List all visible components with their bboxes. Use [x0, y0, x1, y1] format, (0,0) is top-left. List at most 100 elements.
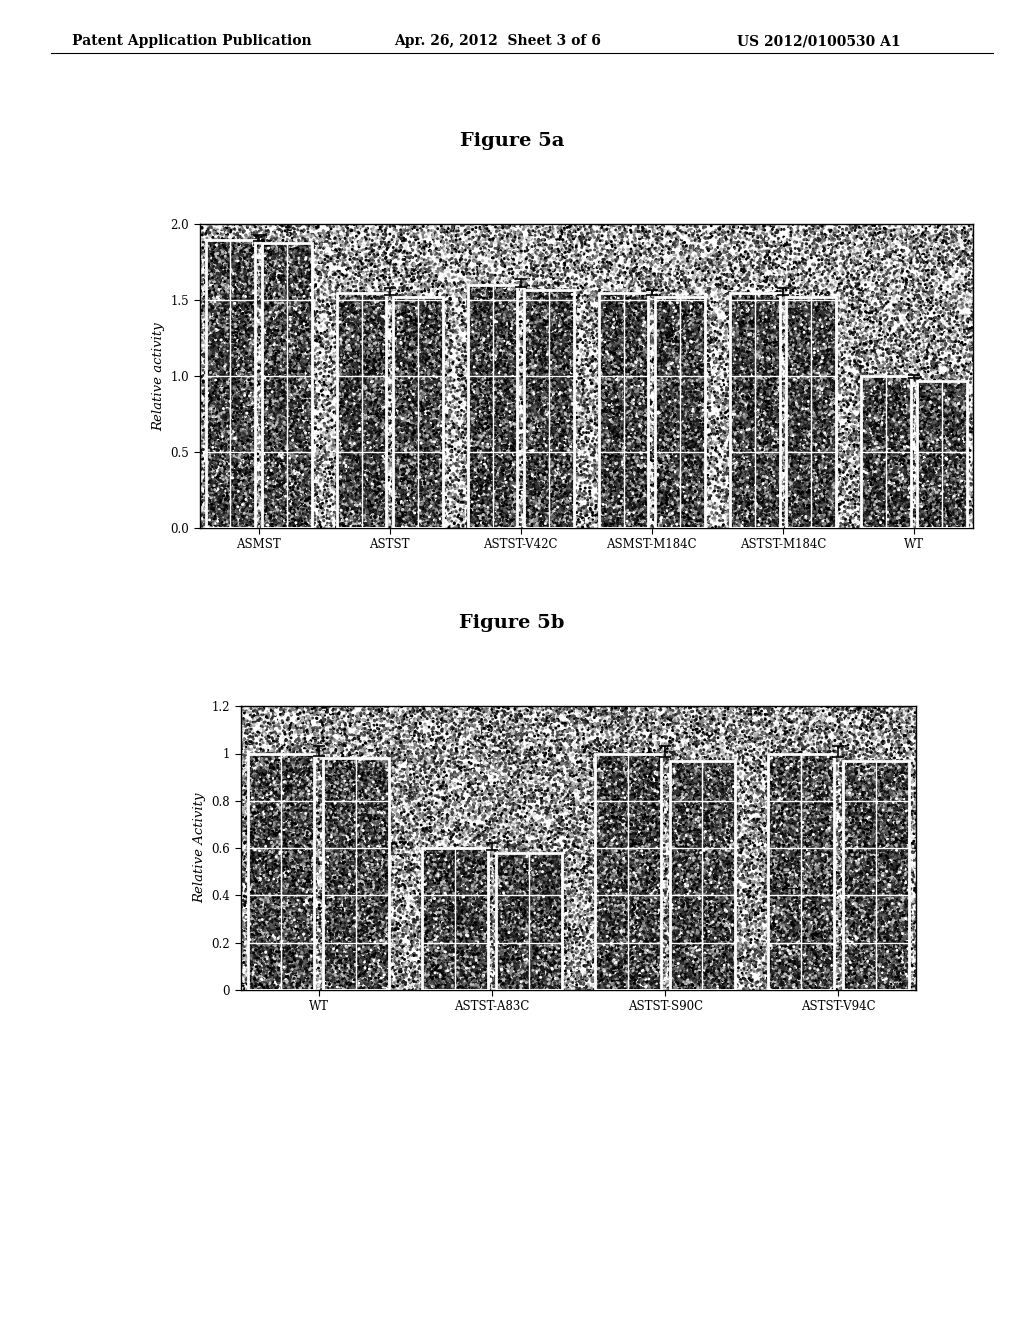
- Point: [272, 330, 289, 351]
- Point: [561, 498, 578, 519]
- Point: [649, 330, 666, 351]
- Point: [427, 965, 443, 986]
- Point: [382, 491, 398, 512]
- Point: [867, 896, 884, 917]
- Point: [392, 824, 409, 845]
- Point: [558, 899, 574, 920]
- Point: [866, 952, 883, 973]
- Point: [769, 483, 785, 504]
- Point: [602, 508, 618, 529]
- Point: [715, 760, 731, 781]
- Point: [879, 420, 895, 441]
- Point: [775, 255, 792, 276]
- Point: [804, 512, 820, 533]
- Point: [768, 479, 784, 500]
- Point: [410, 366, 426, 387]
- Point: [666, 331, 682, 352]
- Point: [411, 420, 427, 441]
- Point: [416, 756, 432, 777]
- Point: [546, 333, 562, 354]
- Point: [509, 936, 525, 957]
- Point: [618, 894, 635, 915]
- Point: [431, 917, 447, 939]
- Point: [492, 913, 508, 935]
- Point: [813, 223, 829, 244]
- Point: [516, 399, 532, 420]
- Point: [764, 470, 780, 491]
- Point: [957, 495, 974, 516]
- Point: [807, 412, 823, 433]
- Point: [401, 319, 418, 341]
- Point: [349, 461, 366, 482]
- Point: [901, 853, 918, 874]
- Point: [713, 767, 729, 788]
- Point: [746, 284, 763, 305]
- Point: [326, 888, 342, 909]
- Point: [759, 492, 775, 513]
- Point: [343, 863, 359, 884]
- Point: [912, 793, 929, 814]
- Point: [869, 961, 886, 982]
- Point: [612, 511, 629, 532]
- Point: [346, 876, 362, 898]
- Point: [259, 894, 275, 915]
- Point: [492, 465, 508, 486]
- Point: [612, 454, 629, 475]
- Point: [611, 741, 628, 762]
- Point: [691, 803, 708, 824]
- Point: [492, 393, 508, 414]
- Point: [909, 470, 926, 491]
- Point: [707, 902, 723, 923]
- Point: [279, 738, 295, 759]
- Point: [255, 711, 271, 733]
- Point: [290, 308, 306, 329]
- Point: [298, 517, 314, 539]
- Point: [202, 446, 218, 467]
- Point: [716, 892, 732, 913]
- Point: [630, 764, 646, 785]
- Point: [372, 842, 388, 863]
- Point: [343, 830, 359, 851]
- Point: [466, 379, 482, 400]
- Point: [446, 397, 463, 418]
- Point: [392, 222, 409, 243]
- Point: [771, 408, 787, 429]
- Point: [878, 495, 894, 516]
- Point: [913, 430, 930, 451]
- Point: [239, 821, 255, 842]
- Point: [530, 282, 547, 304]
- Point: [780, 465, 797, 486]
- Point: [776, 911, 793, 932]
- Point: [655, 491, 672, 512]
- Point: [918, 467, 934, 488]
- Point: [475, 413, 492, 434]
- Point: [798, 784, 814, 805]
- Point: [803, 436, 819, 457]
- Point: [282, 375, 298, 396]
- Point: [700, 929, 717, 950]
- Point: [701, 797, 718, 818]
- Point: [369, 343, 385, 364]
- Point: [272, 387, 289, 408]
- Point: [504, 338, 520, 359]
- Point: [521, 466, 538, 487]
- Point: [433, 758, 450, 779]
- Point: [233, 964, 250, 985]
- Point: [244, 836, 260, 857]
- Point: [639, 711, 655, 733]
- Point: [260, 247, 276, 268]
- Point: [506, 734, 522, 755]
- Point: [273, 235, 290, 256]
- Point: [856, 714, 872, 735]
- Point: [543, 936, 559, 957]
- Point: [645, 797, 662, 818]
- Point: [600, 511, 616, 532]
- Point: [613, 503, 630, 524]
- Point: [422, 326, 438, 347]
- Point: [319, 503, 336, 524]
- Point: [397, 829, 414, 850]
- Point: [399, 337, 416, 358]
- Point: [684, 301, 700, 322]
- Point: [324, 854, 340, 875]
- Point: [463, 301, 479, 322]
